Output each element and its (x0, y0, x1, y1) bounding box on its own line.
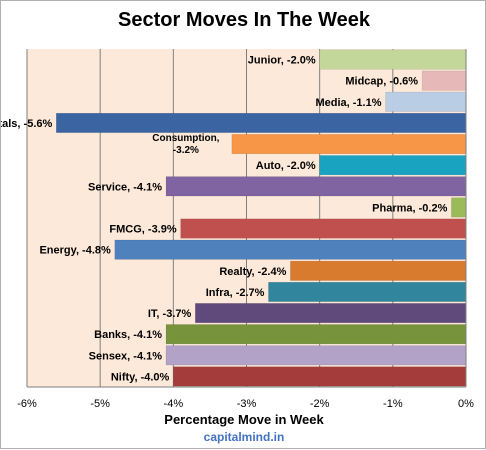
bar-metals (56, 112, 467, 133)
data-label-it: IT, -3.7% (148, 308, 192, 320)
bar-nifty (173, 366, 467, 387)
credit-text: capitalmind.in (203, 430, 285, 444)
chart-title: Sector Moves In The Week (118, 9, 370, 31)
data-label-nifty: Nifty, -4.0% (111, 371, 170, 383)
bar-realty (290, 260, 467, 281)
data-label-consumption: Consumption, -3.2% (152, 133, 219, 156)
data-label-junior: Junior, -2.0% (248, 55, 316, 67)
bar-pharma (451, 197, 467, 218)
data-label-fmcg: FMCG, -3.9% (109, 224, 176, 236)
data-label-service: Service, -4.1% (88, 181, 162, 193)
data-label-pharma: Pharma, -0.2% (372, 202, 447, 214)
x-tick-label: -4% (164, 398, 184, 410)
bar-auto (319, 155, 467, 176)
bar-sensex (165, 345, 467, 366)
data-label-metals: Metals, -5.6% (1, 118, 52, 130)
bar-infra (268, 281, 467, 302)
x-tick-label: -2% (310, 398, 330, 410)
x-tick-label: -3% (237, 398, 257, 410)
bar-media (385, 91, 467, 112)
bar-fmcg (180, 218, 467, 239)
x-tick-label: 0% (458, 398, 474, 410)
x-tick-label: -1% (383, 398, 403, 410)
data-label-auto: Auto, -2.0% (256, 160, 316, 172)
data-label-midcap: Midcap, -0.6% (345, 76, 418, 88)
data-label-infra: Infra, -2.7% (206, 287, 265, 299)
data-label-sensex: Sensex, -4.1% (89, 350, 163, 362)
bar-midcap (421, 70, 467, 91)
data-label-media: Media, -1.1% (315, 97, 381, 109)
bar-it (195, 303, 467, 324)
data-label-banks: Banks, -4.1% (94, 329, 162, 341)
data-label-energy: Energy, -4.8% (39, 245, 111, 257)
bar-energy (114, 239, 467, 260)
bar-junior (319, 49, 467, 70)
x-axis-label: Percentage Move in Week (164, 412, 324, 427)
x-tick-label: -6% (17, 398, 37, 410)
bar-banks (165, 324, 467, 345)
data-label-realty: Realty, -2.4% (219, 266, 286, 278)
bar-consumption (231, 134, 467, 155)
x-tick-label: -5% (90, 398, 110, 410)
bar-service (165, 176, 467, 197)
